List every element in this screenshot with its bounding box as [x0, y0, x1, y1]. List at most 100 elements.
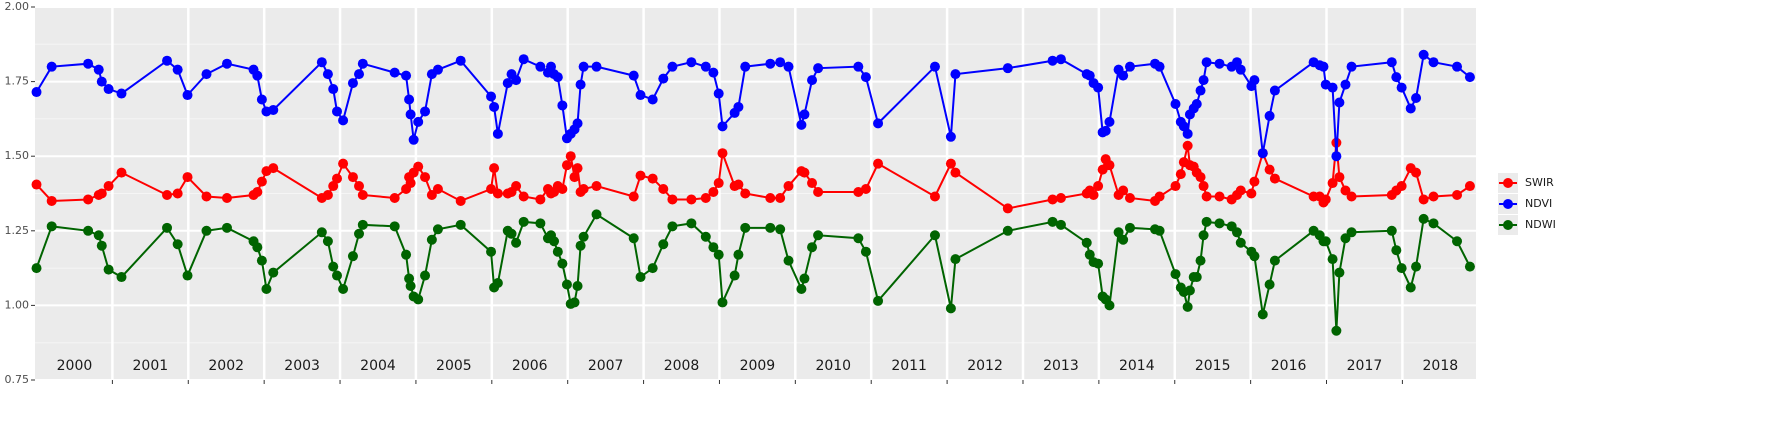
year-label: 2010	[815, 358, 851, 374]
data-point	[1055, 192, 1066, 203]
data-point	[1182, 301, 1193, 312]
data-point	[1264, 164, 1275, 175]
data-point	[1334, 267, 1345, 278]
data-point	[347, 172, 358, 183]
data-point	[700, 231, 711, 242]
data-point	[1214, 191, 1225, 202]
data-point	[1047, 216, 1058, 227]
y-tick-label: 1.50	[5, 149, 30, 162]
data-point	[420, 106, 431, 117]
data-point	[518, 54, 529, 65]
data-point	[389, 221, 400, 232]
data-point	[686, 57, 697, 68]
data-point	[700, 61, 711, 72]
data-point	[713, 178, 724, 189]
data-point	[221, 222, 232, 233]
data-point	[116, 88, 127, 99]
data-point	[853, 233, 864, 244]
data-point	[572, 281, 583, 292]
data-point	[1257, 309, 1268, 320]
data-point	[1195, 255, 1206, 266]
data-point	[31, 263, 42, 274]
data-point	[1201, 57, 1212, 68]
data-point	[1386, 57, 1397, 68]
data-point	[1235, 237, 1246, 248]
data-point	[455, 55, 466, 66]
data-point	[807, 75, 818, 86]
data-point	[1093, 258, 1104, 269]
data-point	[813, 230, 824, 241]
data-point	[316, 227, 327, 238]
data-point	[765, 192, 776, 203]
data-point	[1195, 172, 1206, 183]
data-point	[740, 188, 751, 199]
data-point	[1264, 110, 1275, 121]
data-point	[1391, 72, 1402, 83]
data-point	[569, 297, 580, 308]
data-point	[628, 233, 639, 244]
data-point	[1396, 263, 1407, 274]
data-point	[357, 58, 368, 69]
year-label: 2014	[1119, 358, 1155, 374]
data-point	[549, 236, 560, 247]
data-point	[182, 90, 193, 101]
data-point	[1124, 222, 1135, 233]
data-point	[1249, 251, 1260, 262]
data-point	[83, 194, 94, 205]
data-point	[354, 181, 365, 192]
data-point	[635, 90, 646, 101]
data-point	[322, 236, 333, 247]
data-point	[535, 194, 546, 205]
data-point	[389, 192, 400, 203]
data-point	[1231, 227, 1242, 238]
data-point	[658, 73, 669, 84]
data-point	[569, 172, 580, 183]
data-point	[96, 240, 107, 251]
data-point	[1418, 49, 1429, 60]
data-point	[455, 195, 466, 206]
year-label: 2009	[740, 358, 776, 374]
data-point	[700, 192, 711, 203]
data-point	[1327, 178, 1338, 189]
data-point	[708, 242, 719, 253]
data-point	[354, 228, 365, 239]
data-point	[635, 272, 646, 283]
data-point	[96, 76, 107, 87]
data-point	[1182, 128, 1193, 139]
data-point	[1170, 98, 1181, 109]
data-point	[1198, 230, 1209, 241]
data-point	[31, 87, 42, 98]
data-point	[628, 191, 639, 202]
data-point	[489, 101, 500, 112]
data-point	[486, 246, 497, 257]
data-point	[511, 75, 522, 86]
data-point	[268, 163, 279, 174]
data-point	[1411, 261, 1422, 272]
data-point	[1104, 116, 1115, 127]
data-point	[1124, 192, 1135, 203]
data-point	[765, 58, 776, 69]
data-point	[162, 189, 173, 200]
data-point	[945, 131, 956, 142]
data-point	[733, 249, 744, 260]
data-point	[565, 151, 576, 162]
data-point	[172, 188, 183, 199]
data-point	[261, 283, 272, 294]
data-point	[404, 273, 415, 284]
data-point	[489, 163, 500, 174]
data-point	[799, 109, 810, 120]
data-point	[401, 70, 412, 81]
data-point	[432, 224, 443, 235]
data-point	[405, 281, 416, 292]
data-point	[572, 118, 583, 129]
data-point	[807, 242, 818, 253]
data-point	[413, 116, 424, 127]
data-point	[733, 179, 744, 190]
data-point	[1405, 103, 1416, 114]
data-point	[1184, 285, 1195, 296]
data-point	[31, 179, 42, 190]
data-point	[162, 55, 173, 66]
data-point	[338, 115, 349, 126]
data-point	[1264, 279, 1275, 290]
